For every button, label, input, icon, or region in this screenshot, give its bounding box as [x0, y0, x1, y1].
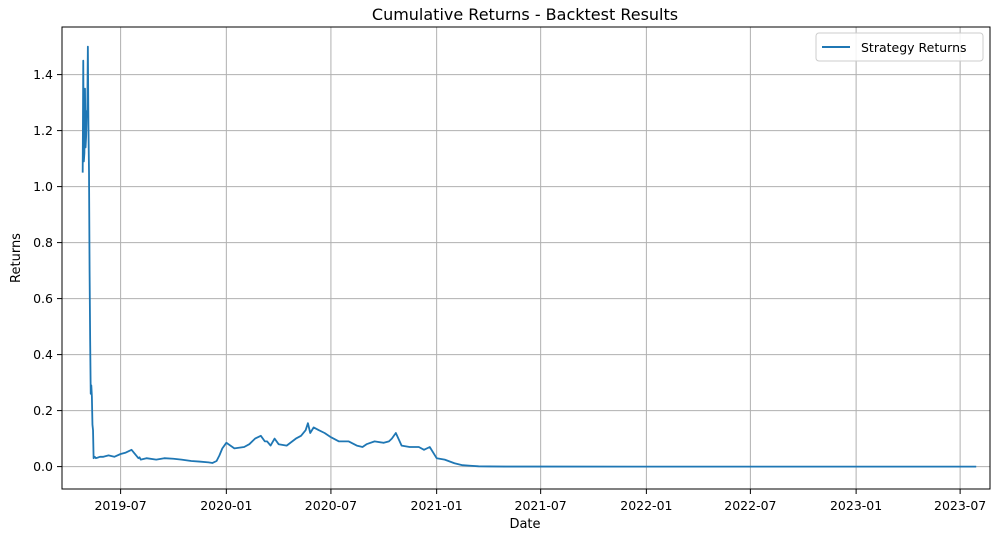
- x-tick-label: 2019-07: [94, 498, 146, 513]
- plot-frame: [61, 26, 991, 490]
- x-tick-label: 2020-07: [305, 498, 357, 513]
- y-axis: 0.0 0.2 0.4 0.6 0.8 1.0 1.2 1.4: [33, 67, 62, 474]
- x-tick-label: 2021-07: [515, 498, 567, 513]
- y-tick-label: 0.4: [33, 347, 53, 362]
- chart-title: Cumulative Returns - Backtest Results: [372, 5, 678, 24]
- y-tick-label: 0.2: [33, 403, 53, 418]
- x-tick-label: 2023-01: [830, 498, 882, 513]
- series-layer: [81, 45, 977, 468]
- series-line-0: [81, 45, 977, 468]
- y-tick-label: 1.2: [33, 123, 53, 138]
- x-tick-label: 2021-01: [411, 498, 463, 513]
- y-tick-label: 0.8: [33, 235, 53, 250]
- y-tick-label: 0.6: [33, 291, 53, 306]
- y-tick-label: 0.0: [33, 459, 53, 474]
- legend-box: [815, 32, 984, 62]
- plot-area: [62, 27, 990, 489]
- y-tick-label: 1.4: [33, 67, 53, 82]
- x-tick-label: 2020-01: [200, 498, 252, 513]
- y-tick-label: 1.0: [33, 179, 53, 194]
- y-axis-label: Returns: [9, 233, 24, 283]
- x-axis: 2019-07 2020-01 2020-07 2021-01 2021-07 2022-…: [94, 489, 986, 513]
- x-tick-label: 2023-07: [934, 498, 986, 513]
- legend: Strategy Returns: [815, 32, 984, 62]
- x-tick-label: 2022-01: [620, 498, 672, 513]
- x-tick-label: 2022-07: [724, 498, 776, 513]
- x-axis-label: Date: [509, 517, 540, 532]
- legend-label-strategy-returns: Strategy Returns: [861, 40, 967, 55]
